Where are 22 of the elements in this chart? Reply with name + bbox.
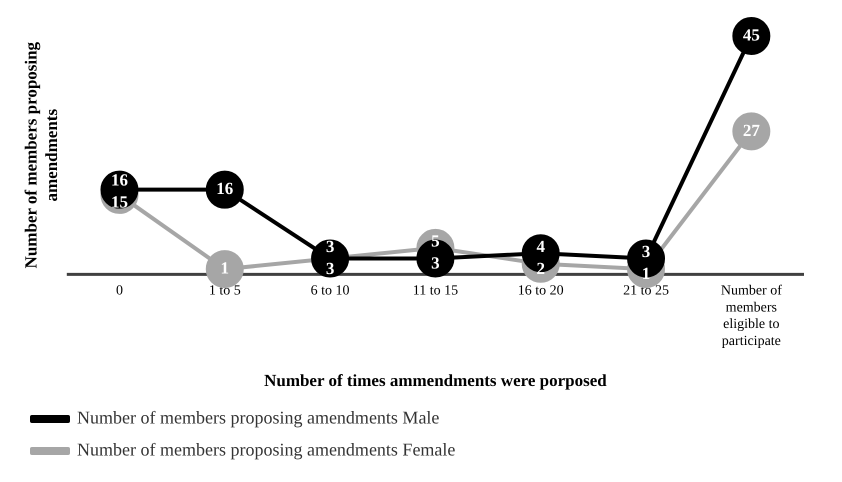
x-axis-title: Number of times ammendments were porposed [264, 371, 608, 390]
x-tick-label: Number of members eligible to participate [720, 283, 782, 349]
legend-label: Number of members proposing amendments Male [77, 408, 440, 428]
data-label: 16 [110, 170, 128, 190]
x-tick-label: 6 to 10 [310, 283, 350, 298]
data-label: 27 [742, 120, 760, 140]
x-tick-label: 0 [116, 283, 123, 298]
data-label: 3 [326, 258, 334, 278]
x-tick-label: 21 to 25 [623, 283, 669, 298]
y-axis-title: Number of members proposing amendments [22, 41, 61, 268]
data-label: 16 [216, 179, 234, 198]
data-label: 3 [431, 254, 440, 273]
data-label: 1 [220, 258, 230, 278]
data-label: 3 [326, 236, 334, 256]
data-label: 45 [742, 25, 760, 44]
data-label: 4 [536, 236, 546, 256]
legend-label: Number of members proposing amendments Female [77, 440, 456, 460]
x-tick-label: 16 to 20 [518, 283, 564, 298]
x-tick-label: 1 to 5 [208, 283, 241, 298]
x-tick-label: 11 to 15 [412, 283, 458, 298]
data-label: 15 [110, 192, 128, 212]
data-label: 3 [642, 242, 650, 262]
